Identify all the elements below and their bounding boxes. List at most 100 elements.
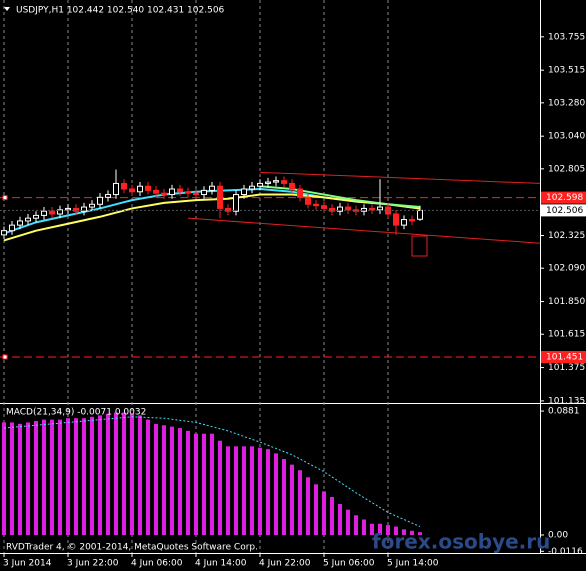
- candle-body: [25, 217, 31, 222]
- candle-body: [265, 181, 271, 184]
- signal-line: [3, 416, 421, 527]
- macd-bar: [330, 496, 334, 535]
- candle-body: [17, 220, 23, 226]
- candle-body: [57, 209, 63, 215]
- candle-body: [185, 191, 191, 194]
- candle-body: [297, 188, 303, 198]
- macd-bar: [146, 419, 150, 535]
- macd-title: MACD(21,34,9) -0.0071 0.0032: [6, 408, 146, 418]
- candle-body: [225, 207, 231, 212]
- macd-bar: [2, 422, 6, 535]
- candle-body: [105, 194, 111, 198]
- macd-bar: [10, 422, 14, 535]
- x-tick-label: 4 Jun 06:00: [131, 559, 183, 569]
- candle-body: [177, 188, 183, 193]
- candle-body: [417, 209, 423, 220]
- macd-bar: [42, 419, 46, 535]
- macd-bar: [290, 464, 294, 535]
- candle-body: [97, 196, 103, 205]
- candle-body: [1, 230, 7, 236]
- y-tick-label: 103.280: [548, 98, 585, 108]
- candle-body: [153, 189, 159, 194]
- y-tick-label: 103.515: [548, 66, 585, 76]
- y-tick-label: 101.135: [548, 396, 585, 406]
- candle-body: [409, 219, 415, 222]
- indicator-line: [259, 171, 541, 184]
- macd-bar: [362, 519, 366, 535]
- candle-body: [281, 180, 287, 184]
- macd-bar: [354, 515, 358, 535]
- macd-bar: [202, 433, 206, 535]
- x-tick-label: 3 Jun 22:00: [67, 559, 119, 569]
- macd-bar: [274, 453, 278, 535]
- candle-body: [329, 207, 335, 212]
- candle-body: [89, 203, 95, 208]
- y-tick-label: 101.375: [548, 363, 585, 373]
- macd-bar: [130, 413, 134, 535]
- y-tick-label: 102.325: [548, 231, 585, 241]
- candle-body: [337, 206, 343, 212]
- macd-bar: [386, 525, 390, 535]
- macd-bar: [346, 509, 350, 535]
- candle-body: [217, 185, 223, 209]
- x-tick-label: 3 Jun 2014: [3, 559, 52, 569]
- macd-bar: [410, 530, 414, 535]
- candle-body: [393, 213, 399, 226]
- candle-body: [49, 210, 55, 215]
- level-label: 102.598: [546, 193, 583, 203]
- indicator-line: [259, 185, 421, 209]
- macd-bar: [74, 418, 78, 535]
- macd-bar: [154, 423, 158, 535]
- macd-bar: [34, 421, 38, 535]
- candle-body: [233, 194, 239, 212]
- level-label: 101.451: [546, 353, 583, 363]
- y-tick-label: 0.0881: [548, 407, 580, 417]
- indicator-line: [187, 217, 541, 244]
- signal-marker: [411, 235, 428, 257]
- macd-bar: [106, 413, 110, 535]
- y-tick-label: 0.00: [548, 530, 568, 540]
- macd-bar: [162, 425, 166, 535]
- last-price-bg: [541, 204, 586, 217]
- macd-bar: [114, 412, 118, 535]
- footer: RVDTrader 4, © 2001-2014, MetaQuotes Sof…: [6, 543, 258, 553]
- candle-body: [169, 188, 175, 196]
- candle-body: [377, 206, 383, 211]
- macd-bar: [370, 523, 374, 535]
- macd-bar: [122, 412, 126, 535]
- x-tick-label: 5 Jun 14:00: [387, 559, 439, 569]
- macd-bar: [314, 484, 318, 535]
- candle-body: [81, 206, 87, 212]
- macd-bar: [170, 426, 174, 535]
- macd-bar: [258, 447, 262, 535]
- macd-bar: [226, 446, 230, 535]
- level-marker: [2, 354, 8, 360]
- macd-bar: [418, 532, 422, 535]
- indicator-line: [3, 193, 421, 242]
- candle-body: [401, 219, 407, 226]
- candle-body: [305, 196, 311, 205]
- candle-body: [345, 206, 351, 211]
- candle-body: [209, 185, 215, 191]
- watermark: forex.osobye.ru: [372, 530, 550, 554]
- macd-bar: [186, 430, 190, 535]
- macd-bar: [210, 433, 214, 535]
- macd-bar: [90, 416, 94, 535]
- candle-body: [273, 180, 279, 183]
- macd-bar: [322, 491, 326, 535]
- macd-bar: [242, 446, 246, 535]
- macd-bar: [50, 419, 54, 535]
- macd-bar: [394, 526, 398, 535]
- macd-bar: [298, 470, 302, 535]
- chart-title: USDJPY,H1 102.442 102.540 102.431 102.50…: [16, 6, 225, 16]
- candle-body: [145, 185, 151, 191]
- candle-body: [137, 185, 143, 193]
- candle-body: [321, 205, 327, 209]
- menu-icon[interactable]: [4, 7, 10, 11]
- macd-bar: [138, 415, 142, 535]
- macd-bar: [18, 423, 22, 535]
- candle-body: [289, 182, 295, 190]
- macd-bar: [402, 529, 406, 535]
- macd-bar: [82, 418, 86, 535]
- level-label-bg: [541, 191, 586, 204]
